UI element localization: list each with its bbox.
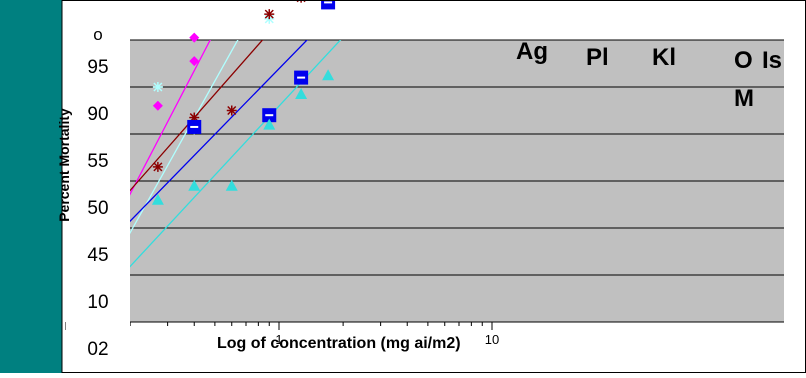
data-point-kl: [226, 105, 237, 116]
data-point-ag: [189, 56, 200, 67]
series-label-o: O: [734, 47, 753, 74]
y-tick-label: 95: [87, 57, 108, 78]
data-point-ag: [152, 100, 163, 111]
y-tick-label: 55: [87, 151, 108, 172]
data-point-is: [188, 179, 201, 191]
y-axis-title: Percent Mortality: [56, 108, 72, 222]
trend-line-is: [82, 40, 342, 318]
data-point-is: [151, 193, 164, 205]
series-label-pl: Pl: [586, 44, 609, 71]
series-label-is: Is: [762, 47, 782, 74]
y-tick-label: 50: [87, 198, 108, 219]
x-axis-title: Log of concentration (mg ai/m2): [217, 335, 461, 352]
data-point-is: [225, 179, 238, 191]
teal-background-panel: [0, 0, 62, 373]
grid-lines: [66, 39, 784, 323]
y-tick-labels: o 95 90 55 50 45 10 02: [87, 25, 108, 360]
x-tick-label: 10: [485, 332, 499, 347]
data-point-o: [321, 0, 336, 10]
series-label-ag: Ag: [516, 38, 548, 65]
data-point-ag: [189, 32, 200, 43]
y-tick-label: 02: [87, 339, 108, 360]
y-tick-label: 90: [87, 104, 108, 125]
data-point-is: [263, 118, 276, 130]
data-point-kl: [264, 9, 275, 20]
series-labels: Ag Pl Kl O Is M: [516, 38, 782, 112]
y-tick-label-panel: [66, 20, 130, 350]
y-tick-label: 10: [87, 292, 108, 313]
data-point-is: [295, 88, 308, 100]
data-point-pl: [152, 82, 163, 92]
series-label-kl: Kl: [652, 44, 676, 71]
data-point-kl: [152, 161, 163, 172]
series-label-m: M: [734, 85, 754, 112]
x-tick-label: 1: [275, 332, 282, 347]
x-tick-labels: 1 10: [275, 332, 499, 347]
y-tick-label: 45: [87, 245, 108, 266]
data-point-is: [322, 69, 335, 81]
y-tick-label-top-stray: o: [93, 25, 102, 44]
